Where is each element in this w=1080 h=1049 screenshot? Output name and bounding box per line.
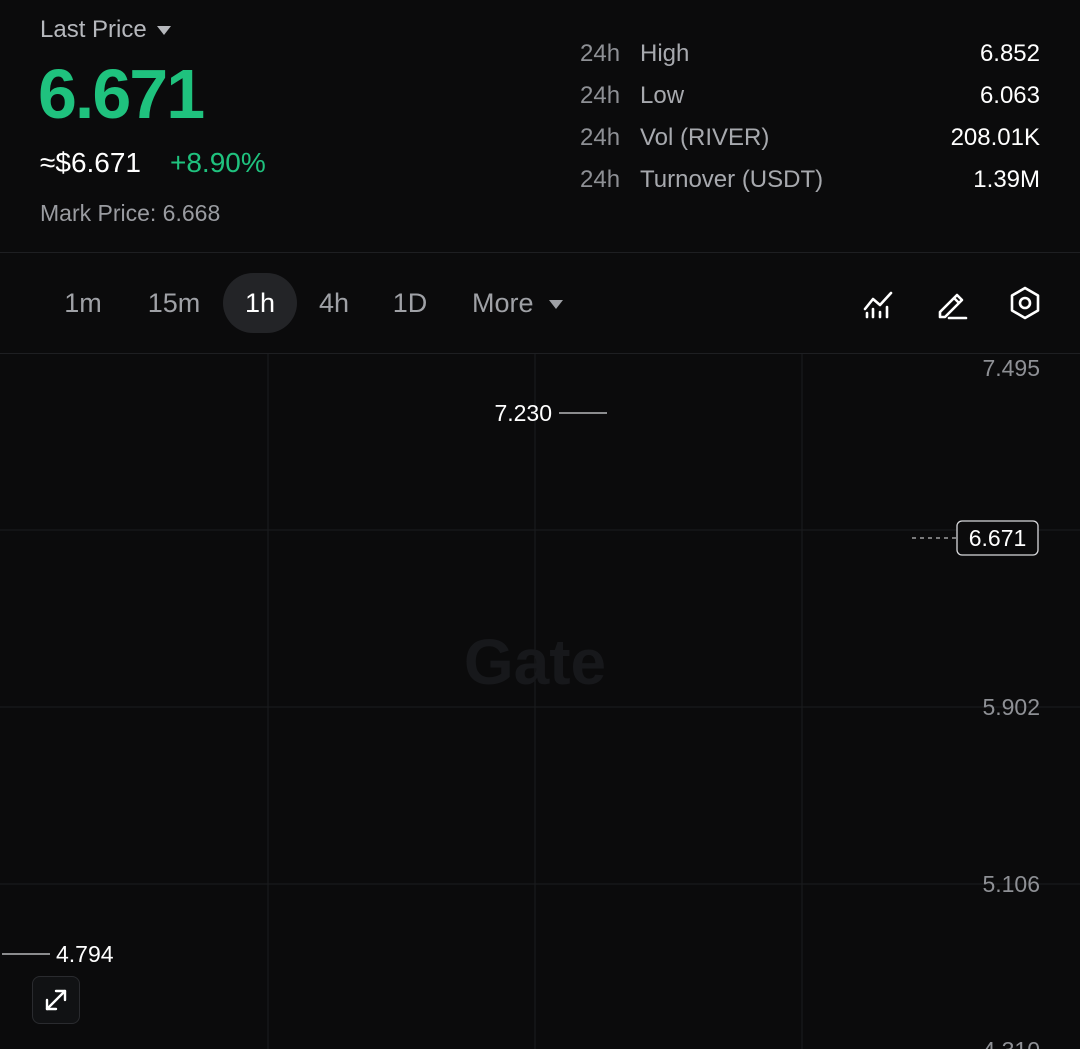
stat-value: 6.063 bbox=[979, 82, 1040, 109]
price-header: Last Price 6.671 ≈$6.671 +8.90% Mark Pri… bbox=[0, 0, 1080, 253]
timeframe-1d[interactable]: 1D bbox=[392, 288, 428, 318]
y-tick-label: 4.310 bbox=[982, 1037, 1040, 1049]
draw-icon[interactable] bbox=[934, 285, 970, 321]
expand-icon bbox=[45, 989, 67, 1011]
y-tick-label: 5.902 bbox=[982, 694, 1040, 720]
stat-name: Low bbox=[640, 82, 685, 109]
change-percent: +8.90% bbox=[170, 147, 266, 178]
stat-period: 24h bbox=[580, 124, 621, 151]
timeframe-1h[interactable]: 1h bbox=[223, 273, 297, 333]
settings-icon[interactable] bbox=[1007, 285, 1043, 321]
mark-price: Mark Price: 6.668 bbox=[40, 200, 221, 226]
stat-row-volume: 24h Vol (RIVER) 208.01K bbox=[580, 124, 1040, 156]
current-price-label: 6.671 bbox=[969, 525, 1027, 551]
indicators-icon[interactable] bbox=[861, 285, 897, 321]
stat-row-high: 24h High 6.852 bbox=[580, 40, 1040, 72]
last-price-selector[interactable]: Last Price bbox=[40, 16, 171, 44]
stat-row-low: 24h Low 6.063 bbox=[580, 82, 1040, 114]
watermark-logo: Gate bbox=[464, 626, 606, 698]
stat-row-turnover: 24h Turnover (USDT) 1.39M bbox=[580, 166, 1040, 198]
stat-value: 1.39M bbox=[973, 166, 1040, 193]
stat-name: High bbox=[640, 40, 690, 67]
y-tick-label: 5.106 bbox=[982, 871, 1040, 897]
last-price-value: 6.671 bbox=[38, 55, 205, 133]
caret-down-icon bbox=[156, 26, 171, 36]
stat-value: 208.01K bbox=[950, 124, 1040, 151]
stat-name: Turnover (USDT) bbox=[640, 166, 824, 193]
expand-chart-button[interactable] bbox=[32, 976, 80, 1024]
stat-name: Vol (RIVER) bbox=[640, 124, 770, 151]
caret-down-icon bbox=[549, 300, 564, 310]
stat-period: 24h bbox=[580, 40, 621, 67]
stat-value: 6.852 bbox=[979, 40, 1040, 67]
timeframe-4h[interactable]: 4h bbox=[318, 288, 350, 318]
candlestick-chart[interactable]: Gate 7.495 5.902 5.106 4.310 7.230 4.794… bbox=[0, 354, 1080, 1049]
timeframe-1m[interactable]: 1m bbox=[64, 288, 102, 318]
more-timeframes-dropdown[interactable]: More bbox=[460, 273, 575, 333]
chart-toolbar: 1m 15m 1h 4h 1D More bbox=[0, 253, 1080, 354]
last-price-label: Last Price bbox=[40, 16, 147, 43]
stat-period: 24h bbox=[580, 82, 621, 109]
low-marker-label: 4.794 bbox=[56, 941, 114, 967]
current-price-tag bbox=[956, 520, 1039, 556]
stat-period: 24h bbox=[580, 166, 621, 193]
timeframe-15m[interactable]: 15m bbox=[147, 288, 201, 318]
high-marker-label: 7.230 bbox=[494, 400, 552, 426]
usd-price-value: ≈$6.671 bbox=[40, 147, 142, 178]
more-label: More bbox=[471, 288, 534, 318]
y-tick-label: 7.495 bbox=[982, 355, 1040, 381]
